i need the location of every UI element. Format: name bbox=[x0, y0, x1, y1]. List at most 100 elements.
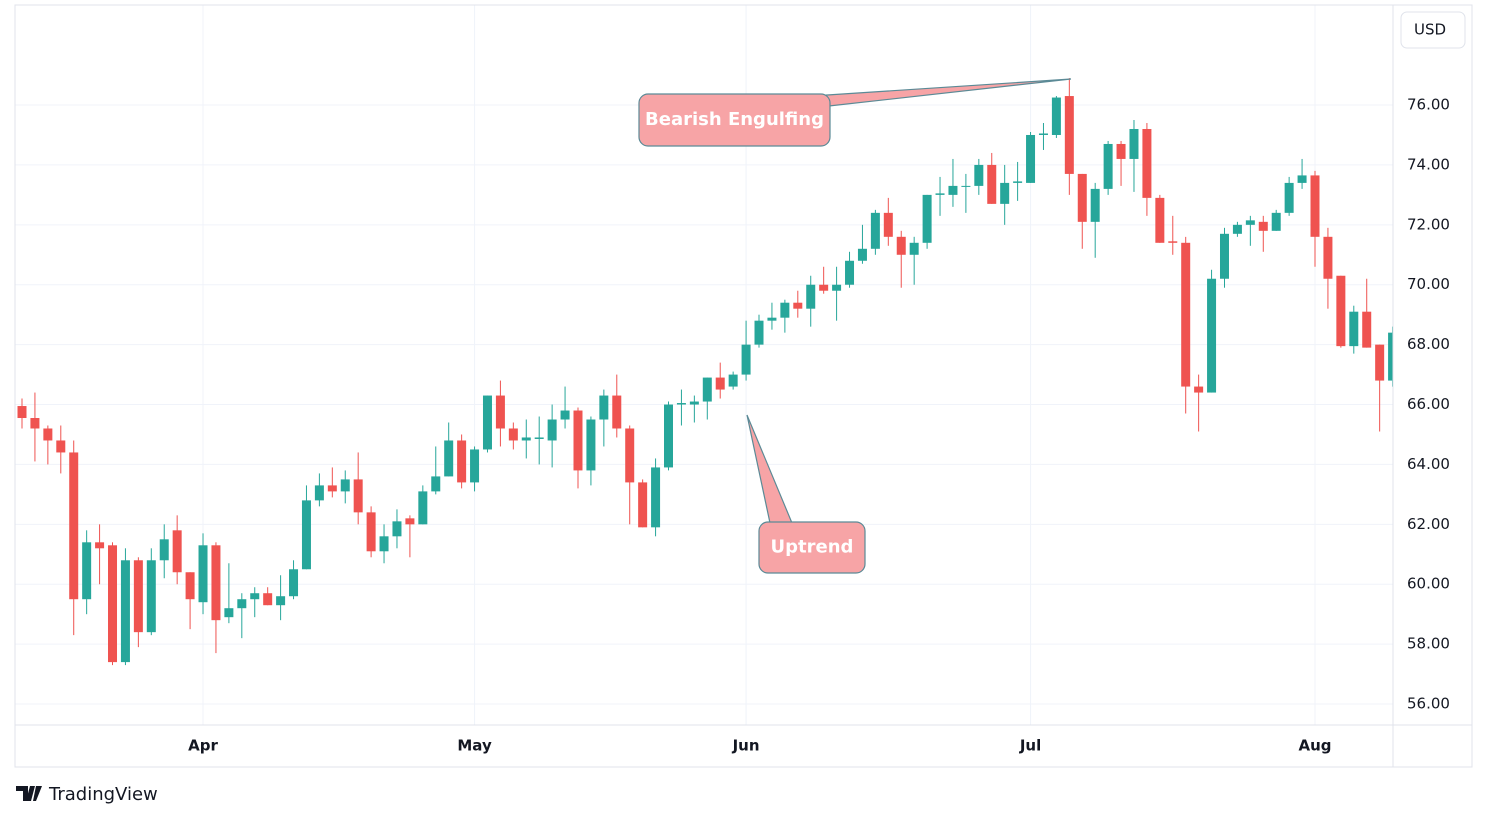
candle-body bbox=[857, 248, 867, 261]
candle-body bbox=[340, 479, 350, 492]
y-tick-label: 64.00 bbox=[1407, 455, 1450, 473]
candle-body bbox=[1013, 181, 1023, 183]
candle-body bbox=[1323, 236, 1333, 279]
candle-body bbox=[1181, 242, 1191, 387]
candle-body bbox=[1026, 134, 1036, 183]
candle-body bbox=[702, 377, 712, 402]
candle-body bbox=[1051, 97, 1061, 135]
candle-body bbox=[715, 377, 725, 390]
candle-body bbox=[159, 539, 169, 561]
y-tick-label: 62.00 bbox=[1407, 515, 1450, 533]
candle-body bbox=[780, 302, 790, 318]
x-tick-label: May bbox=[457, 737, 492, 755]
candle-body bbox=[108, 545, 118, 663]
candle-body bbox=[560, 410, 570, 420]
candle-body bbox=[819, 284, 829, 291]
candle-body bbox=[1207, 278, 1217, 393]
candle-body bbox=[495, 395, 505, 429]
y-tick-label: 72.00 bbox=[1407, 215, 1450, 233]
candle-body bbox=[1129, 128, 1139, 159]
candle-body bbox=[612, 395, 622, 429]
candle-body bbox=[896, 236, 906, 255]
candle-body bbox=[1077, 173, 1087, 222]
candle-body bbox=[547, 419, 557, 441]
candle-body bbox=[1245, 220, 1255, 225]
candle-body bbox=[689, 401, 699, 405]
candle-body bbox=[664, 404, 673, 468]
candle-body bbox=[1142, 128, 1152, 198]
candle-body bbox=[172, 530, 182, 573]
candle-body bbox=[482, 395, 492, 450]
chart-frame bbox=[14, 4, 1473, 768]
candle-body bbox=[1219, 233, 1229, 279]
candle-body bbox=[301, 500, 311, 570]
candle-body bbox=[1284, 182, 1294, 213]
candle-body bbox=[909, 242, 919, 255]
candle-body bbox=[405, 518, 415, 525]
candle-body bbox=[1310, 175, 1320, 237]
candle-body bbox=[1103, 143, 1113, 189]
candle-body bbox=[638, 482, 648, 528]
candle-body bbox=[573, 410, 583, 471]
y-tick-label: 60.00 bbox=[1407, 575, 1450, 593]
candle-body bbox=[1375, 344, 1385, 381]
candle-body bbox=[1232, 224, 1242, 234]
callout-box bbox=[638, 93, 831, 147]
candle-body bbox=[418, 491, 428, 525]
candle-body bbox=[1038, 133, 1048, 135]
candle-body bbox=[961, 185, 971, 187]
y-tick-label: 76.00 bbox=[1407, 96, 1450, 114]
candle-body bbox=[508, 428, 518, 441]
candles bbox=[17, 78, 1393, 666]
candle-body bbox=[457, 440, 467, 483]
candle-body bbox=[534, 437, 544, 439]
candle-body bbox=[392, 521, 402, 537]
candle-body bbox=[599, 395, 609, 420]
candle-body bbox=[1090, 188, 1100, 222]
y-tick-label: 56.00 bbox=[1407, 695, 1450, 713]
x-tick-label: Jun bbox=[732, 737, 760, 755]
candle-body bbox=[1168, 241, 1178, 243]
candle-body bbox=[289, 569, 299, 597]
callout-pointer bbox=[746, 414, 793, 524]
y-tick-label: 58.00 bbox=[1407, 635, 1450, 653]
candle-body bbox=[17, 406, 27, 419]
candle-body bbox=[69, 452, 79, 600]
candle-body bbox=[43, 428, 53, 441]
currency-label: USD bbox=[1414, 21, 1446, 39]
candle-body bbox=[1258, 221, 1268, 231]
candle-body bbox=[314, 485, 324, 501]
candle-body bbox=[922, 194, 932, 243]
candle-body bbox=[30, 418, 40, 429]
candle-body bbox=[56, 440, 66, 453]
candle-body bbox=[431, 476, 441, 492]
candle-body bbox=[276, 596, 286, 606]
x-tick-label: Apr bbox=[188, 737, 218, 755]
brand-name: TradingView bbox=[48, 784, 158, 805]
candle-body bbox=[767, 317, 777, 321]
candle-body bbox=[793, 302, 803, 309]
x-tick-label: Aug bbox=[1298, 737, 1331, 755]
candle-body bbox=[935, 193, 945, 195]
candle-body bbox=[883, 212, 893, 237]
candle-body bbox=[845, 260, 855, 285]
candle-body bbox=[754, 320, 764, 345]
candle-body bbox=[870, 212, 880, 249]
candle-body bbox=[521, 437, 531, 441]
candle-body bbox=[211, 545, 221, 621]
candle-body bbox=[1349, 311, 1359, 347]
annotations: Bearish Engulfing Uptrend bbox=[638, 78, 1072, 574]
candle-body bbox=[198, 545, 208, 603]
y-tick-label: 70.00 bbox=[1407, 275, 1450, 293]
candle-body bbox=[1336, 275, 1346, 347]
candle-body bbox=[1000, 182, 1010, 204]
candle-body bbox=[120, 560, 130, 663]
candle-body bbox=[224, 608, 234, 618]
callout-pointer bbox=[810, 78, 1072, 107]
y-tick-label: 74.00 bbox=[1407, 155, 1450, 173]
candle-body bbox=[1194, 386, 1204, 393]
candle-body bbox=[948, 185, 958, 195]
currency-button[interactable] bbox=[1400, 11, 1466, 49]
brand-logo bbox=[16, 786, 42, 801]
